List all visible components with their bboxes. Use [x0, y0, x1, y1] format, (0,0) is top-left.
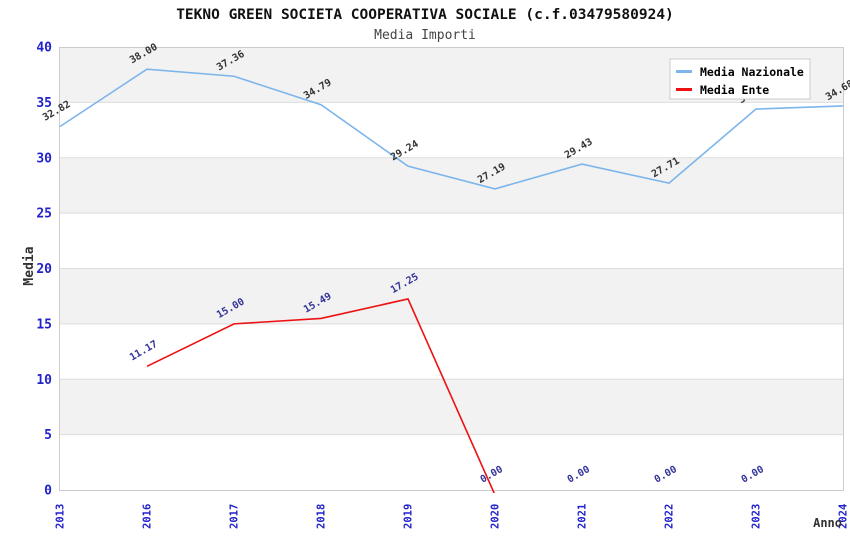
legend-item-media-nazionale[interactable]: Media Nazionale — [676, 65, 804, 79]
x-tick-label: 2024 — [838, 504, 850, 529]
plot-border — [59, 47, 844, 491]
y-tick-label: 20 — [36, 262, 52, 277]
media-nazionale-line — [59, 68, 844, 190]
x-axis-title: Anno — [813, 516, 842, 530]
legend-box — [669, 58, 811, 100]
x-tick-label: 2023 — [751, 504, 763, 529]
media-ente-line — [146, 298, 495, 493]
y-tick-label: 30 — [36, 151, 52, 166]
gridlines — [60, 101, 843, 436]
legend-label: Media Nazionale — [700, 65, 804, 79]
x-tick-label: 2013 — [55, 504, 67, 529]
y-tick-label: 40 — [36, 41, 52, 56]
x-tick-label: 2019 — [403, 504, 415, 529]
y-tick-label: 35 — [36, 96, 52, 111]
x-axis-tick-labels: 2013 2016 2017 2018 2019 2020 2021 2022 2023 2024 — [55, 504, 850, 529]
legend-item-media-ente[interactable]: Media Ente — [676, 83, 769, 97]
series-lines — [59, 68, 844, 493]
x-tick-label: 2018 — [316, 504, 328, 529]
y-tick-label: 5 — [44, 428, 52, 443]
x-tick-label: 2017 — [229, 504, 241, 529]
y-tick-label: 25 — [36, 207, 52, 222]
media-ente-point-label: 11.17 — [128, 339, 160, 364]
plot-bands — [60, 47, 843, 435]
y-tick-label: 15 — [36, 317, 52, 332]
y-tick-label: 0 — [44, 484, 52, 499]
y-axis-tick-labels: 0 5 10 15 20 25 30 35 40 — [36, 41, 52, 499]
x-tick-label: 2022 — [664, 504, 676, 529]
media-ente-point-label: 0.00 — [653, 464, 679, 486]
x-tick-label: 2016 — [142, 504, 154, 529]
plot-band — [60, 157, 843, 214]
x-tick-label: 2020 — [490, 504, 502, 529]
media-ente-point-label: 0.00 — [566, 464, 592, 486]
y-tick-label: 10 — [36, 373, 52, 388]
plot-band — [60, 268, 843, 324]
y-axis-title: Media — [22, 246, 37, 285]
plot-band — [60, 379, 843, 435]
chart-subtitle: Media Importi — [374, 28, 476, 43]
chart-title: TEKNO GREEN SOCIETA COOPERATIVA SOCIALE … — [176, 7, 674, 23]
x-tick-label: 2021 — [577, 504, 589, 529]
legend-label: Media Ente — [700, 83, 769, 97]
media-ente-point-label: 0.00 — [740, 464, 766, 486]
legend: Media Nazionale Media Ente — [669, 58, 811, 100]
